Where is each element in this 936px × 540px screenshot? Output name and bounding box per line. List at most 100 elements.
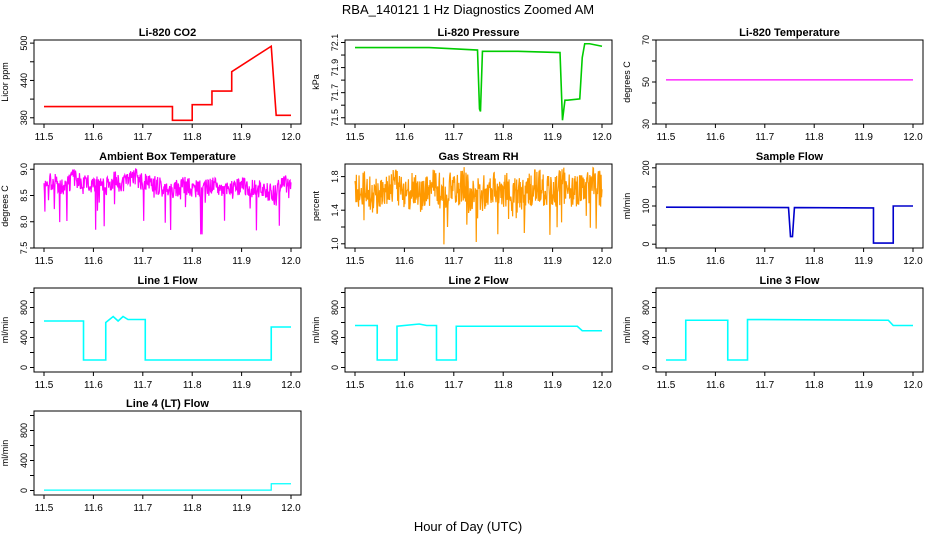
chart-title: Li-820 Pressure xyxy=(438,27,520,39)
x-tick-label: 11.9 xyxy=(543,380,562,391)
chart-title: Ambient Box Temperature xyxy=(99,151,236,163)
chart-panel: Line 4 (LT) Flow ml/min 0 400 800 11.5 11.6 11.… xyxy=(0,398,302,514)
y-tick-label: 0 xyxy=(19,488,29,493)
y-tick-label: 70 xyxy=(641,35,651,45)
chart-title: Gas Stream RH xyxy=(438,151,518,163)
y-tick-label: 7.5 xyxy=(19,242,29,255)
x-tick-label: 11.5 xyxy=(35,503,54,514)
x-tick-label: 11.7 xyxy=(133,256,152,267)
y-tick-label: 1.8 xyxy=(330,170,340,183)
y-tick-label: 8.0 xyxy=(19,215,29,228)
y-tick-label: 72.1 xyxy=(330,34,340,52)
y-tick-label: 1.4 xyxy=(330,204,340,217)
x-tick-label: 11.8 xyxy=(805,256,824,267)
x-tick-label: 11.5 xyxy=(35,132,54,143)
x-tick-label: 12.0 xyxy=(903,380,923,391)
y-axis-label: ml/min xyxy=(0,317,10,344)
y-tick-label: 30 xyxy=(641,119,651,129)
plot-frame xyxy=(655,163,924,249)
x-tick-label: 11.6 xyxy=(84,380,103,391)
x-tick-label: 11.9 xyxy=(232,503,251,514)
x-tick-label: 11.9 xyxy=(232,256,251,267)
plot-frame xyxy=(33,39,302,125)
figure-title: RBA_140121 1 Hz Diagnostics Zoomed AM xyxy=(342,2,594,17)
y-tick-label: 800 xyxy=(330,300,340,315)
y-axis-label: ml/min xyxy=(311,317,321,344)
x-tick-label: 12.0 xyxy=(903,132,923,143)
y-tick-label: 71.7 xyxy=(330,84,340,102)
x-tick-label: 11.8 xyxy=(805,380,824,391)
x-tick-label: 12.0 xyxy=(592,132,612,143)
x-tick-label: 11.8 xyxy=(805,132,824,143)
plot-frame xyxy=(33,410,302,496)
x-tick-label: 11.5 xyxy=(346,256,365,267)
y-tick-label: 400 xyxy=(330,330,340,345)
y-tick-label: 200 xyxy=(641,160,651,175)
x-tick-label: 11.5 xyxy=(35,380,54,391)
plot-frame xyxy=(33,163,302,249)
chart-panel: Li-820 Pressure kPa 71.5 71.7 71.9 72.1 11.5 11… xyxy=(311,27,613,143)
x-tick-label: 11.7 xyxy=(133,503,152,514)
x-tick-label: 11.9 xyxy=(232,380,251,391)
series-line xyxy=(43,168,292,235)
y-tick-label: 400 xyxy=(19,453,29,468)
y-tick-label: 50 xyxy=(641,77,651,87)
x-tick-label: 11.9 xyxy=(854,256,873,267)
y-tick-label: 71.9 xyxy=(330,59,340,77)
chart-panel: Line 2 Flow ml/min 0 400 800 11.5 11.6 11.7 11.8… xyxy=(311,275,613,391)
chart-title: Line 4 (LT) Flow xyxy=(126,398,209,410)
series-line xyxy=(665,205,913,244)
x-tick-label: 11.5 xyxy=(346,132,365,143)
chart-panel: Ambient Box Temperature degrees C 7.5 8.0 8.… xyxy=(0,151,302,267)
plot-frame xyxy=(344,163,613,249)
x-tick-label: 11.6 xyxy=(395,256,414,267)
x-tick-label: 11.8 xyxy=(183,380,202,391)
x-tick-label: 11.7 xyxy=(133,380,152,391)
x-tick-label: 11.7 xyxy=(755,256,774,267)
y-axis-label: degrees C xyxy=(622,61,632,103)
x-tick-label: 11.9 xyxy=(854,132,873,143)
y-axis-label: kPa xyxy=(311,74,321,90)
y-tick-label: 9.0 xyxy=(19,163,29,176)
x-tick-label: 11.8 xyxy=(183,503,202,514)
x-tick-label: 12.0 xyxy=(903,256,923,267)
y-axis-label: Licor ppm xyxy=(0,62,10,102)
y-tick-label: 1.0 xyxy=(330,238,340,251)
series-line xyxy=(44,315,291,361)
series-line xyxy=(355,42,603,121)
x-tick-label: 11.7 xyxy=(444,256,463,267)
chart-panel: Gas Stream RH percent 1.0 1.4 1.8 11.5 11.6 11.… xyxy=(311,151,613,267)
y-tick-label: 800 xyxy=(19,300,29,315)
y-tick-label: 800 xyxy=(19,423,29,438)
series-line xyxy=(44,44,291,122)
y-tick-label: 500 xyxy=(19,36,29,51)
x-tick-label: 11.7 xyxy=(444,380,463,391)
chart-title: Li-820 CO2 xyxy=(139,27,196,39)
plot-frame xyxy=(655,39,924,125)
x-tick-label: 12.0 xyxy=(592,256,612,267)
y-tick-label: 100 xyxy=(641,198,651,213)
chart-title: Sample Flow xyxy=(756,151,824,163)
series-line xyxy=(666,318,913,361)
x-tick-label: 11.8 xyxy=(494,256,513,267)
y-tick-label: 8.5 xyxy=(19,189,29,202)
x-tick-label: 11.6 xyxy=(395,132,414,143)
x-tick-label: 11.7 xyxy=(755,380,774,391)
x-tick-label: 11.5 xyxy=(35,256,54,267)
x-tick-label: 11.6 xyxy=(706,132,725,143)
x-tick-label: 11.5 xyxy=(657,132,676,143)
x-tick-label: 11.6 xyxy=(84,256,103,267)
plot-frame xyxy=(344,39,613,125)
chart-panel: Line 3 Flow ml/min 0 400 800 11.5 11.6 11.7 11.8… xyxy=(622,275,924,391)
y-axis-label: ml/min xyxy=(0,440,10,467)
y-tick-label: 71.5 xyxy=(330,109,340,127)
x-tick-label: 11.8 xyxy=(183,256,202,267)
chart-panel: Li-820 CO2 Licor ppm 380 440 500 11.5 11.6 11.7… xyxy=(0,27,302,143)
y-tick-label: 0 xyxy=(641,242,651,247)
chart-title: Line 3 Flow xyxy=(760,275,820,287)
y-tick-label: 0 xyxy=(19,365,29,370)
y-tick-label: 440 xyxy=(19,73,29,88)
x-tick-label: 12.0 xyxy=(281,380,301,391)
